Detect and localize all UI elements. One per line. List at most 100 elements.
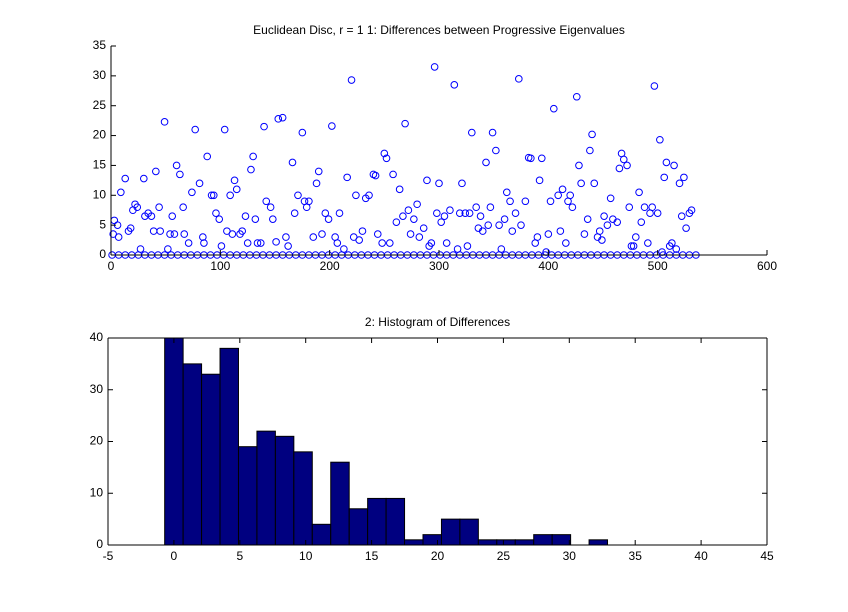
point (220, 125, 229, 134)
bar (219, 347, 239, 546)
point (566, 191, 575, 200)
point (164, 245, 172, 253)
x-tick-label: 400 (538, 259, 558, 273)
point (583, 215, 592, 223)
x-tick-label: 600 (757, 259, 777, 273)
x-tick-label: 40 (694, 549, 708, 563)
point (637, 218, 646, 226)
bar (385, 497, 406, 546)
point (682, 224, 690, 232)
point (613, 218, 622, 226)
point (238, 227, 246, 235)
point (537, 154, 546, 163)
point (378, 239, 386, 247)
point (152, 167, 160, 176)
point (427, 239, 436, 247)
points (108, 63, 700, 259)
point (482, 158, 490, 167)
point (478, 227, 487, 235)
point (546, 197, 555, 206)
bar (182, 363, 203, 546)
x-tick-label: 15 (365, 549, 379, 563)
bar (422, 534, 442, 546)
y-tick-label: 0 (99, 247, 106, 261)
point (312, 179, 321, 188)
point (324, 215, 333, 223)
point (595, 227, 604, 235)
point (675, 179, 684, 188)
point (274, 115, 283, 123)
point (632, 233, 640, 241)
point (179, 203, 187, 212)
point (672, 245, 681, 253)
bar (459, 518, 479, 546)
point (266, 203, 275, 212)
point (232, 185, 241, 194)
point (156, 227, 164, 235)
point (358, 227, 367, 235)
point (492, 146, 500, 155)
point (500, 215, 509, 223)
point (278, 113, 287, 122)
point (217, 242, 226, 250)
point (309, 233, 318, 241)
point (328, 122, 336, 130)
point (305, 197, 313, 206)
point (527, 154, 535, 163)
point (650, 82, 659, 90)
y-tick-label: 30 (90, 382, 104, 396)
point (446, 206, 454, 215)
point (294, 191, 302, 200)
x-tick-label: 35 (629, 549, 643, 563)
point (290, 209, 299, 217)
point (423, 176, 431, 185)
point (544, 230, 553, 238)
point (200, 239, 208, 247)
point (333, 239, 342, 247)
point (580, 230, 589, 238)
x-tick-label: 30 (563, 549, 577, 563)
x-tick-label: 20 (431, 549, 445, 563)
point (382, 154, 391, 163)
point (603, 221, 612, 229)
point (160, 118, 169, 126)
point (472, 203, 480, 212)
point (653, 209, 662, 217)
point (172, 161, 181, 170)
point (680, 173, 688, 182)
point (207, 191, 216, 200)
point (262, 197, 271, 206)
point (314, 167, 323, 176)
bar (514, 539, 535, 546)
point (166, 230, 174, 238)
point (121, 174, 130, 183)
point (191, 125, 199, 134)
point (495, 221, 503, 229)
point (433, 209, 441, 217)
point (623, 161, 631, 170)
bar (588, 539, 609, 546)
point (170, 230, 179, 238)
y-tick-label: 35 (93, 38, 107, 52)
bar (293, 451, 313, 546)
bar (274, 435, 295, 546)
point (437, 218, 445, 226)
point (430, 63, 439, 71)
point (249, 152, 257, 161)
point (572, 92, 581, 101)
point (640, 203, 649, 212)
bar (496, 539, 516, 546)
point (670, 161, 678, 170)
point (465, 209, 474, 217)
bar (311, 523, 332, 546)
point (598, 236, 606, 244)
point (486, 203, 495, 212)
chart-title: 2: Histogram of Differences (365, 315, 510, 329)
point (371, 171, 380, 180)
bar (477, 539, 498, 546)
point (256, 239, 265, 247)
point (114, 233, 123, 241)
point (629, 242, 638, 250)
point (406, 230, 415, 238)
